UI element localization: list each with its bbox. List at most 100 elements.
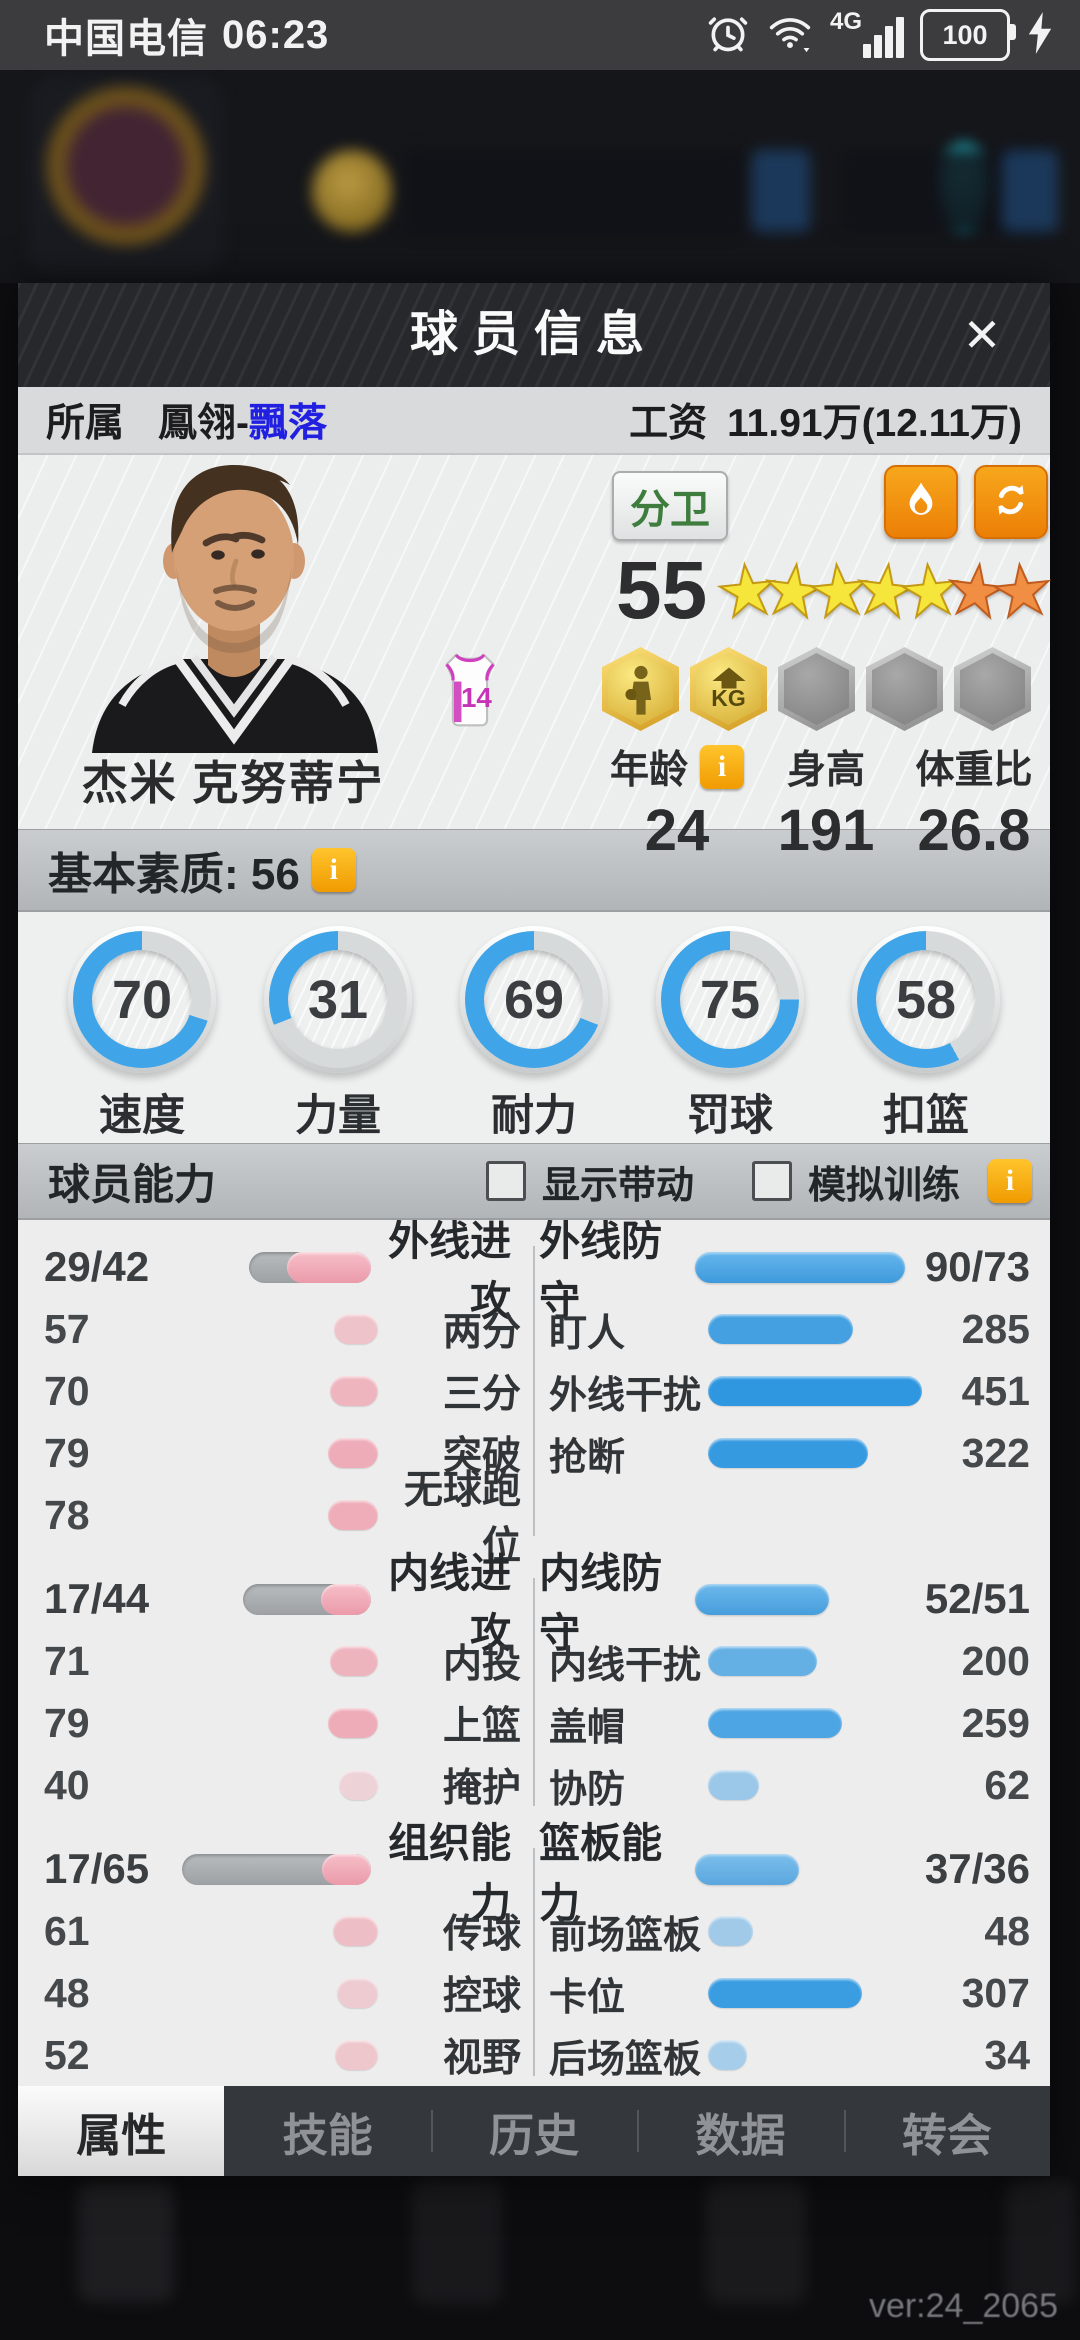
age-label: 年龄 — [609, 749, 688, 792]
gauge-value: 70 — [111, 969, 173, 1030]
stat-pill — [339, 1770, 378, 1800]
stat-row: 78 无球跑位 — [18, 1469, 1050, 1568]
left-group-label: 组织能力 — [388, 1820, 512, 1926]
stat-value: 200 — [961, 1637, 1030, 1684]
plus-button2-ghost — [1002, 150, 1058, 232]
ability-title: 球员能力 — [48, 1160, 217, 1208]
tab-skills[interactable]: 技能 — [282, 2109, 373, 2161]
stat-row: 48 控球 卡位 307 — [18, 1962, 1050, 2024]
right-total: 90/73 — [924, 1243, 1030, 1290]
stat-label: 卡位 — [549, 1976, 626, 2019]
right-group-label: 外线防守 — [539, 1220, 663, 1324]
right-progress-bar — [694, 1583, 829, 1615]
stat-label: 掩护 — [442, 1767, 521, 1810]
tab-attributes[interactable]: 属性 — [18, 2086, 225, 2176]
stat-group-perimeter: 29/42 外线进攻 外线防守 90/73 57 两分 盯人 285 70 — [18, 1220, 1050, 1568]
stat-label: 内投 — [442, 1643, 521, 1686]
simulate-training-label: 模拟训练 — [807, 1164, 960, 1207]
basic-quality-info-icon[interactable]: i — [311, 848, 356, 892]
stat-value: 307 — [961, 1969, 1030, 2016]
weight-ratio-label: 体重比 — [915, 749, 1033, 792]
flame-icon — [900, 479, 942, 526]
gauge-free-throw: 75 罚球 — [646, 926, 814, 1143]
stat-label: 前场篮板 — [549, 1914, 702, 1957]
alarm-icon — [706, 11, 750, 60]
stat-bar — [708, 1978, 862, 2008]
stat-label: 视野 — [442, 2037, 521, 2080]
simulate-training-checkbox[interactable] — [751, 1161, 792, 1201]
ability-stats: 29/42 外线进攻 外线防守 90/73 57 两分 盯人 285 70 — [18, 1220, 1050, 2086]
badge-row: KG — [602, 647, 1048, 731]
basic-quality-text: 基本素质: 56 — [48, 850, 300, 899]
dimmed-background-top — [0, 70, 1080, 283]
stat-value: 451 — [961, 1367, 1030, 1414]
modal-title: 球员信息 — [409, 308, 658, 361]
gauge-dunk: 58 扣篮 — [842, 926, 1010, 1143]
tab-transfer[interactable]: 转会 — [843, 2086, 1050, 2176]
jersey-number-text: 14 — [461, 682, 492, 713]
gauge-label: 速度 — [99, 1092, 185, 1140]
wifi-icon — [766, 11, 814, 60]
show-boost-checkbox[interactable] — [485, 1161, 526, 1201]
stat-value: 285 — [961, 1305, 1030, 1352]
stat-row: 57 两分 盯人 285 — [18, 1298, 1050, 1360]
stat-label: 抢断 — [549, 1436, 626, 1479]
tab-history[interactable]: 历史 — [430, 2086, 637, 2176]
right-group-label: 篮板能力 — [539, 1820, 663, 1926]
charging-bolt-icon — [1026, 10, 1054, 61]
position-badge: 分卫 — [612, 471, 728, 541]
stat-bar — [708, 1376, 922, 1406]
left-progress-bar — [249, 1251, 372, 1283]
tab-data[interactable]: 数据 — [637, 2086, 843, 2176]
swap-button[interactable] — [974, 465, 1048, 539]
stat-label: 后场篮板 — [549, 2038, 702, 2081]
stat-label: 控球 — [442, 1975, 521, 2018]
stat-value: 48 — [984, 1907, 1030, 1954]
ability-info-icon[interactable]: i — [988, 1159, 1032, 1203]
left-total: 17/44 — [44, 1575, 150, 1622]
stat-value: 78 — [44, 1491, 90, 1538]
belong-label: 所属 — [46, 402, 125, 445]
empty-badge — [866, 647, 943, 731]
gauge-strength: 31 力量 — [254, 926, 422, 1143]
stat-value: 70 — [44, 1367, 90, 1414]
stat-bar — [708, 1314, 853, 1344]
gauge-value: 75 — [699, 969, 761, 1030]
stat-pill — [330, 1376, 378, 1406]
team-link[interactable]: 飄落 — [249, 402, 328, 445]
left-progress-bar — [243, 1583, 372, 1615]
left-total: 29/42 — [44, 1243, 150, 1290]
empty-badge — [954, 647, 1031, 731]
age-info-icon[interactable]: i — [700, 745, 744, 789]
stat-group-playmaking: 17/65 组织能力 篮板能力 37/36 61 传球 前场篮板 48 48 — [18, 1820, 1050, 2086]
stat-row: 70 三分 外线干扰 451 — [18, 1360, 1050, 1422]
basic-quality-bar: 基本素质: 56 i — [18, 829, 1050, 912]
stat-label: 突破 — [442, 1435, 521, 1478]
stat-group-interior: 17/44 内线进攻 内线防守 52/51 71 内投 内线干扰 200 79 — [18, 1550, 1050, 1816]
clock: 06:23 — [222, 12, 330, 57]
gauge-value: 58 — [895, 969, 957, 1030]
stat-value: 62 — [984, 1761, 1030, 1808]
kg-label: KG — [711, 684, 746, 711]
right-progress-bar — [694, 1251, 905, 1283]
stat-value: 71 — [44, 1637, 90, 1684]
height-label: 身高 — [786, 749, 865, 792]
hot-streak-button[interactable] — [884, 465, 958, 539]
network-type-label: 4G — [830, 8, 863, 35]
left-group-label: 外线进攻 — [388, 1220, 512, 1324]
weight-up-badge: KG — [690, 647, 767, 731]
player-section: 杰米 克努蒂宁 14 分卫 — [18, 455, 1058, 863]
gauge-value: 69 — [503, 969, 565, 1030]
salary-label: 工资 — [629, 402, 708, 445]
empty-badge — [778, 647, 855, 731]
stat-bar — [708, 2040, 747, 2070]
close-icon[interactable]: ✕ — [962, 309, 1002, 361]
signal-icon: 4G — [830, 8, 904, 60]
attribute-labels: 年龄 i 身高 体重比 — [602, 739, 1048, 795]
player-type-badge — [602, 647, 679, 731]
gauge-label: 扣篮 — [883, 1092, 969, 1140]
stat-group-header: 29/42 外线进攻 外线防守 90/73 — [18, 1220, 1050, 1324]
stat-label: 协防 — [549, 1768, 626, 1811]
jersey-number-icon: 14 — [438, 649, 502, 734]
